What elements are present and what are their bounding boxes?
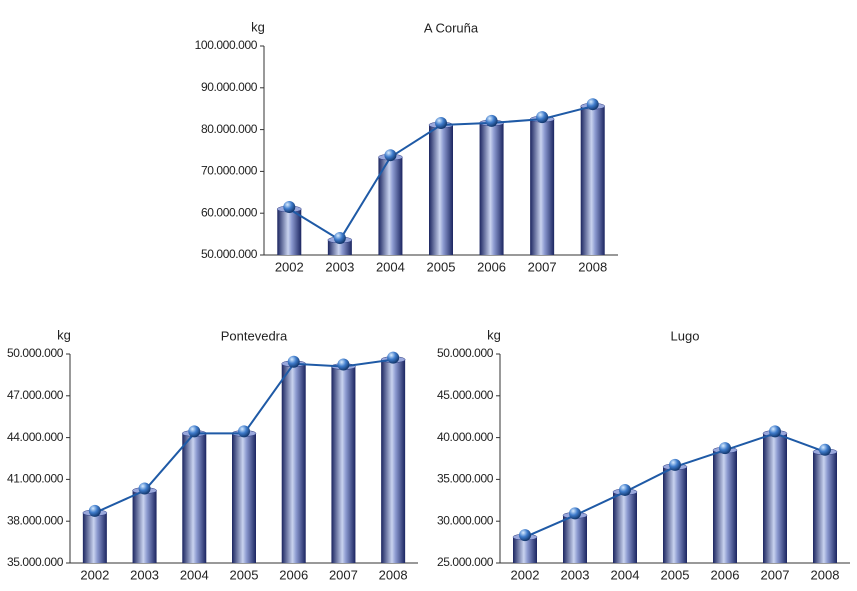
x-tick-label: 2008	[811, 567, 840, 582]
marker	[519, 529, 531, 542]
x-tick-label: 2003	[325, 259, 354, 274]
y-tick-label: 40.000.000	[437, 430, 494, 444]
marker	[819, 443, 831, 456]
bar	[182, 433, 207, 563]
x-tick-label: 2004	[180, 567, 209, 582]
x-tick-label: 2008	[379, 567, 408, 582]
marker	[238, 425, 250, 438]
y-tick-label: 25.000.000	[437, 555, 494, 569]
y-tick-label: 90.000.000	[201, 80, 258, 94]
y-tick-label: 100.000.000	[195, 38, 258, 52]
x-tick-label: 2002	[80, 567, 109, 582]
chart-title: A Coruña	[424, 20, 479, 35]
marker	[337, 358, 350, 371]
y-tick-label: 45.000.000	[437, 388, 494, 402]
x-tick-label: 2003	[561, 567, 590, 582]
marker	[769, 425, 781, 438]
y-tick-label: 50.000.000	[7, 346, 64, 360]
marker	[485, 114, 498, 127]
x-tick-label: 2003	[130, 567, 159, 582]
marker	[387, 351, 400, 364]
x-tick-label: 2007	[528, 259, 557, 274]
y-tick-label: 50.000.000	[437, 346, 494, 360]
marker	[333, 231, 346, 244]
bar	[479, 122, 504, 255]
chart-title: Lugo	[671, 328, 700, 343]
marker	[536, 111, 549, 124]
x-tick-label: 2004	[376, 259, 405, 274]
y-tick-label: 80.000.000	[201, 122, 258, 136]
x-tick-label: 2008	[578, 259, 607, 274]
bar	[530, 119, 555, 256]
marker	[188, 425, 201, 438]
bar	[713, 450, 737, 563]
marker	[569, 507, 581, 520]
y-axis-label: kg	[487, 327, 501, 342]
bar	[327, 239, 352, 255]
bar	[429, 125, 453, 255]
y-tick-label: 35.000.000	[7, 555, 64, 569]
bar	[663, 466, 687, 563]
bar	[613, 491, 637, 563]
x-tick-label: 2002	[275, 259, 304, 274]
bar	[378, 157, 403, 255]
y-tick-label: 30.000.000	[437, 513, 494, 527]
bar	[82, 512, 107, 563]
marker	[586, 98, 599, 111]
y-tick-label: 35.000.000	[437, 472, 494, 486]
y-tick-label: 50.000.000	[201, 247, 258, 261]
x-tick-label: 2007	[761, 567, 790, 582]
marker	[719, 442, 731, 455]
marker	[384, 149, 397, 162]
marker	[619, 483, 631, 496]
x-tick-label: 2007	[329, 567, 358, 582]
bar	[813, 451, 837, 563]
y-tick-label: 41.000.000	[7, 472, 64, 486]
x-tick-label: 2004	[611, 567, 640, 582]
bar	[763, 433, 787, 563]
bar	[563, 515, 587, 563]
x-tick-label: 2005	[427, 259, 456, 274]
x-tick-label: 2006	[711, 567, 740, 582]
x-tick-label: 2005	[230, 567, 259, 582]
bar	[381, 359, 406, 563]
y-axis-label: kg	[251, 19, 265, 34]
bar	[281, 363, 306, 563]
chart-title: Pontevedra	[221, 328, 288, 343]
bar	[580, 106, 605, 255]
y-tick-label: 44.000.000	[7, 430, 64, 444]
bar	[232, 433, 256, 563]
marker	[138, 482, 151, 495]
marker	[287, 355, 300, 368]
marker	[283, 201, 296, 214]
bar	[277, 209, 302, 255]
x-tick-label: 2002	[511, 567, 540, 582]
bar	[331, 366, 356, 563]
x-tick-label: 2006	[477, 259, 506, 274]
marker	[435, 117, 447, 130]
marker	[669, 458, 681, 471]
y-axis-label: kg	[57, 327, 71, 342]
marker	[88, 504, 101, 517]
x-tick-label: 2006	[279, 567, 308, 582]
bar	[513, 537, 537, 563]
y-tick-label: 60.000.000	[201, 205, 258, 219]
y-tick-label: 70.000.000	[201, 164, 258, 178]
bar	[132, 490, 157, 563]
x-tick-label: 2005	[661, 567, 690, 582]
y-tick-label: 47.000.000	[7, 388, 64, 402]
y-tick-label: 38.000.000	[7, 513, 64, 527]
